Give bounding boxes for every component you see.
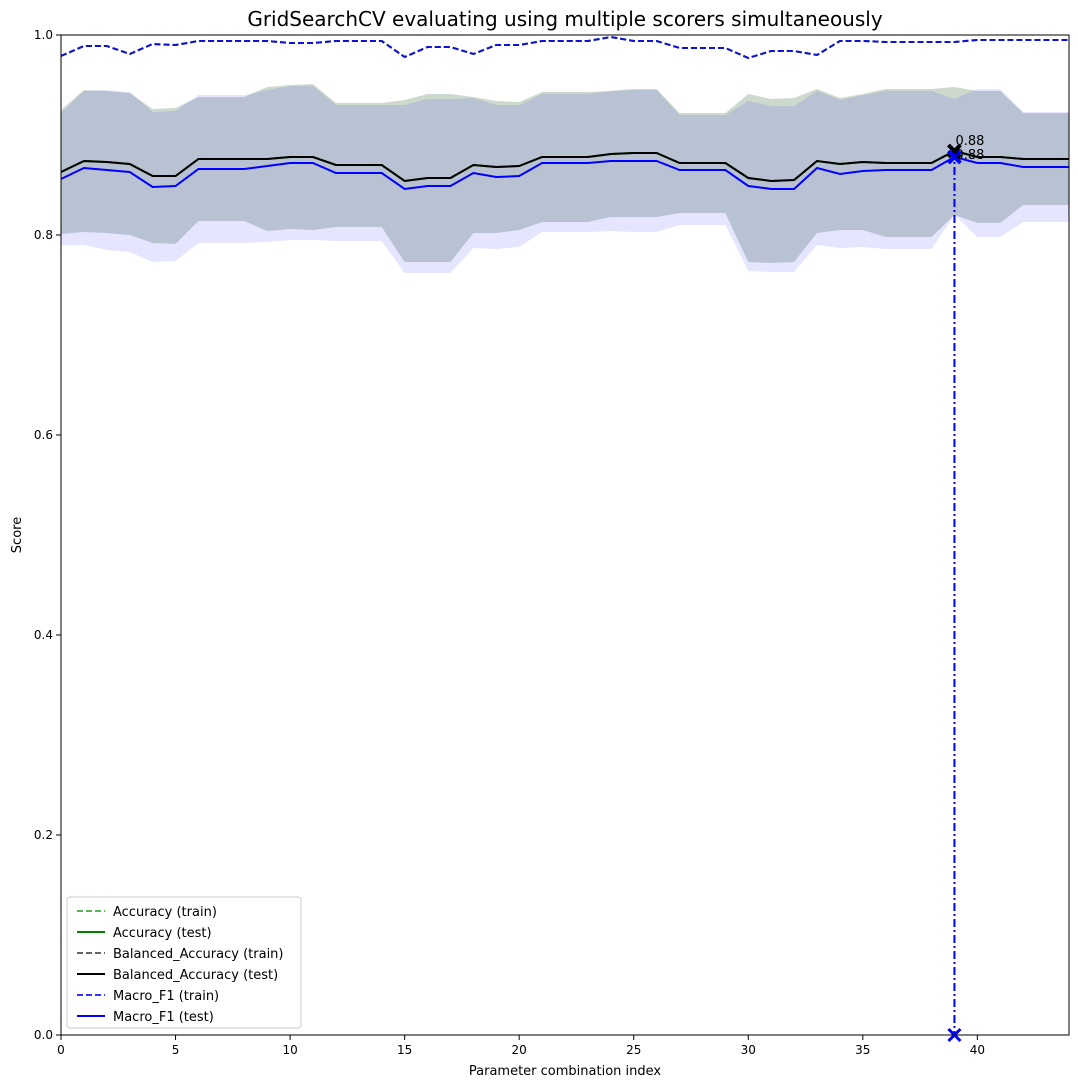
y-tick-label: 0.8 (34, 228, 53, 242)
x-tick-label: 20 (512, 1043, 527, 1057)
legend-label: Macro_F1 (test) (113, 1010, 214, 1025)
x-tick-label: 10 (282, 1043, 297, 1057)
best-point-label-1: 0.88 (955, 148, 984, 163)
legend: Accuracy (train) Accuracy (test) Balanced_… (66, 896, 302, 1029)
legend-label: Macro_F1 (train) (113, 989, 219, 1004)
x-tick-label: 0 (57, 1043, 65, 1057)
series-lines (60, 35, 1069, 191)
std-band-5 (61, 86, 1069, 273)
best-markers: 0.880.88 (947, 134, 984, 1043)
y-axis-label: Score (10, 517, 25, 553)
y-tick-label: 0.6 (34, 428, 53, 442)
legend-label: Accuracy (test) (113, 926, 212, 941)
series-line-4 (60, 35, 1069, 60)
y-tick-label: 0.4 (34, 628, 53, 642)
y-tick-label: 0.0 (34, 1028, 53, 1042)
x-tick-label: 15 (397, 1043, 412, 1057)
axes-frame (60, 34, 1070, 1036)
x-tick-label: 40 (970, 1043, 985, 1057)
std-band-3 (61, 84, 1069, 263)
legend-box (66, 896, 302, 1029)
std-band-1 (61, 84, 1069, 263)
x-tick-label: 25 (626, 1043, 641, 1057)
legend-label: Balanced_Accuracy (train) (113, 947, 284, 962)
chart-title: GridSearchCV evaluating using multiple s… (247, 7, 883, 31)
y-tick-label: 0.2 (34, 828, 53, 842)
x-tick-label: 30 (741, 1043, 756, 1057)
legend-label: Balanced_Accuracy (test) (113, 968, 278, 983)
x-axis-ticks: 0 5 10 15 20 25 30 35 40 (57, 1035, 985, 1057)
y-axis-ticks: 0.0 0.2 0.4 0.6 0.8 1.0 (34, 28, 61, 1042)
y-tick-label: 1.0 (34, 28, 53, 42)
series-line-5 (60, 155, 1069, 191)
best-point-label-0: 0.88 (955, 134, 984, 149)
series-line-3 (60, 149, 1069, 183)
std-bands (61, 84, 1069, 273)
best-point-marker-1 (947, 149, 962, 165)
x-tick-label: 5 (172, 1043, 180, 1057)
x-tick-label: 35 (855, 1043, 870, 1057)
x-axis-label: Parameter combination index (469, 1064, 662, 1079)
legend-label: Accuracy (train) (113, 905, 217, 920)
